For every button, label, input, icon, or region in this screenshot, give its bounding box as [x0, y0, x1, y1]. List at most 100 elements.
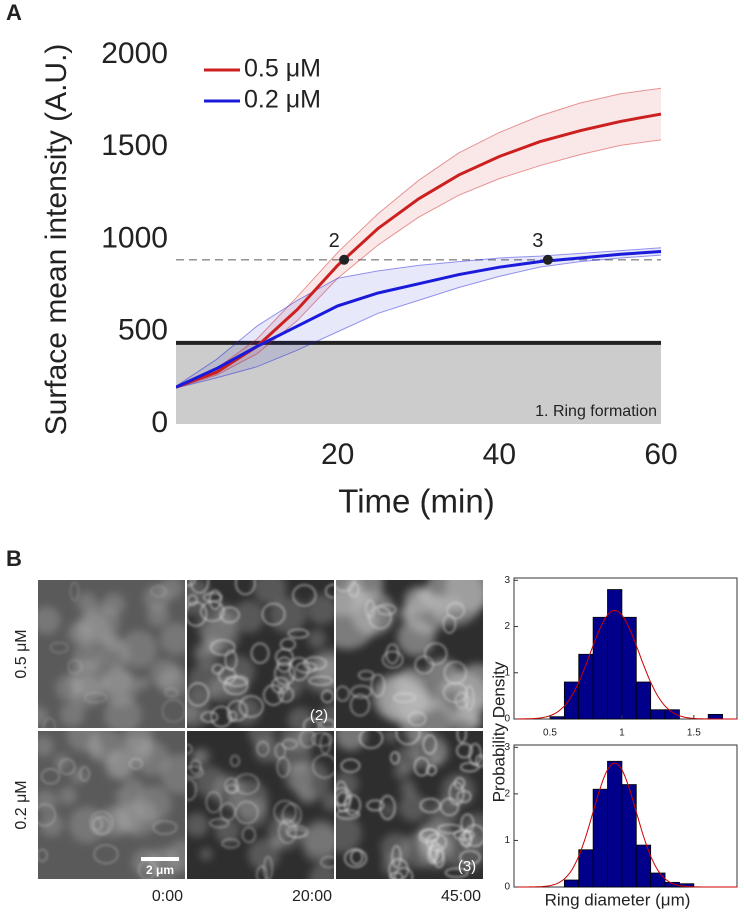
texture: [336, 731, 483, 879]
ring: [350, 849, 364, 865]
row-label: 0.2 μM: [13, 780, 30, 829]
blob: [187, 692, 211, 728]
ring: [437, 823, 463, 835]
blob: [277, 672, 303, 699]
blob: [97, 806, 130, 838]
ring: [376, 603, 397, 616]
ring: [279, 637, 296, 651]
x-tick-label: 1.5: [687, 728, 701, 739]
ring: [389, 871, 404, 879]
ring: [446, 602, 465, 620]
texture: [38, 580, 185, 728]
micrograph: [38, 731, 185, 879]
blob: [399, 606, 415, 621]
ring: [459, 849, 481, 866]
legend-label: 0.2 μM: [244, 86, 321, 114]
ring: [459, 761, 480, 773]
bar: [607, 589, 623, 720]
ring: [453, 829, 475, 841]
ring: [219, 606, 240, 624]
band-edge: [176, 254, 662, 389]
ring: [164, 687, 179, 698]
blob: [135, 676, 149, 691]
x-tick-label: 40: [483, 438, 516, 471]
y-tick-label: 1: [504, 667, 510, 678]
ring: [344, 794, 362, 817]
blob: [432, 593, 452, 613]
ring: [226, 699, 248, 722]
y-tick-label: 2000: [101, 37, 168, 70]
blob: [446, 597, 462, 614]
blob: [193, 747, 211, 765]
y-tick-label: 3: [504, 742, 510, 753]
bar: [650, 709, 666, 720]
ring: [40, 768, 61, 785]
ring: [187, 765, 204, 779]
ring: [319, 718, 334, 728]
bar: [635, 844, 652, 888]
blob: [38, 606, 61, 635]
bar: [707, 713, 724, 720]
ring: [187, 778, 198, 802]
blob: [336, 771, 359, 797]
y-tick-label: 0: [151, 406, 168, 439]
scale-bar: [141, 857, 179, 861]
blob: [199, 847, 213, 861]
y-tick-label: 0: [504, 882, 510, 893]
ring: [379, 794, 396, 821]
ring: [340, 758, 361, 773]
ring: [381, 650, 404, 669]
ring: [461, 829, 472, 849]
ring: [292, 584, 317, 607]
marker-label: 2: [329, 230, 340, 252]
blob: [166, 840, 185, 872]
ring: [391, 845, 402, 869]
ring: [205, 791, 223, 814]
blob: [59, 786, 77, 805]
y-tick-label: 1500: [101, 129, 168, 162]
ring: [364, 599, 376, 619]
ring: [238, 695, 264, 718]
blob: [38, 735, 54, 757]
ring: [336, 787, 353, 807]
ring: [234, 580, 256, 596]
ring: [83, 691, 108, 704]
blob: [214, 818, 240, 844]
ring: [89, 810, 114, 836]
y-axis-label: Surface mean intensity (A.U.): [40, 44, 73, 436]
threshold-region: [176, 342, 661, 424]
ring: [92, 816, 103, 832]
ring: [370, 673, 386, 698]
time-label: 45:00: [441, 888, 481, 905]
ring: [312, 754, 334, 779]
blob: [106, 748, 137, 779]
ring: [468, 742, 482, 767]
ring: [262, 684, 284, 706]
blob: [237, 797, 269, 828]
y-tick-label: 1000: [101, 221, 168, 254]
y-tick-label: 0: [504, 714, 510, 725]
ring: [210, 705, 233, 728]
blob: [253, 580, 287, 605]
ring: [324, 583, 334, 599]
ring: [433, 849, 445, 869]
texture: [187, 580, 334, 728]
marker: [339, 254, 350, 265]
ring: [407, 711, 427, 727]
ring: [277, 686, 295, 703]
ring: [187, 743, 193, 755]
blob: [67, 622, 92, 646]
ring: [227, 710, 238, 723]
blob: [101, 669, 139, 707]
blob: [450, 708, 478, 728]
blob: [302, 819, 334, 857]
frame-label: (3): [458, 858, 476, 875]
ring: [444, 867, 469, 879]
ring: [287, 628, 310, 639]
ring: [209, 818, 230, 829]
blob: [39, 813, 64, 837]
texture: [336, 580, 475, 727]
micrograph: [336, 580, 483, 728]
ring: [366, 799, 385, 812]
